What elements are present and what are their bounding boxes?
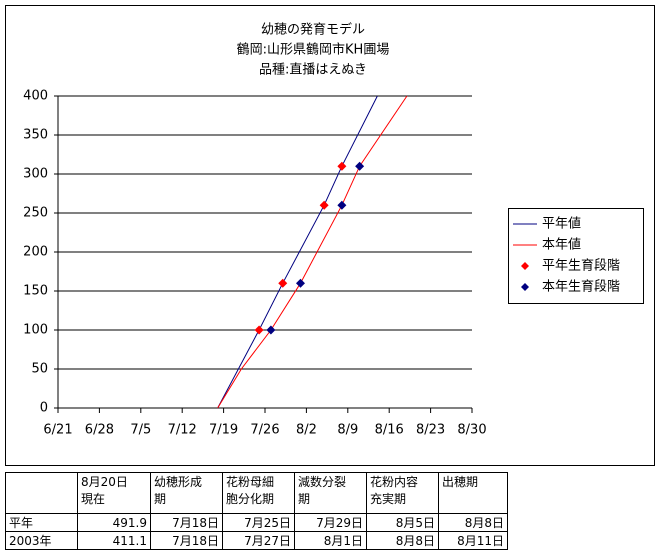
x-tick-label: 6/28 [85,423,114,438]
table-cell: 7月29日 [294,513,367,532]
marker [295,278,305,288]
legend-swatch [521,283,529,291]
table-cell: 8月1日 [294,531,367,550]
legend-swatch [521,262,529,270]
y-tick-label: 250 [23,206,48,221]
y-tick-label: 400 [23,89,48,104]
legend-label: 平年値 [542,216,581,232]
table-cell: 8月20日 現在 [77,472,151,514]
table-cell: 平年 [5,513,78,532]
line [217,95,378,409]
y-tick-label: 50 [31,362,48,377]
marker [254,325,264,335]
table-row: 8月20日 現在 幼穂形成 期花粉母細 胞分化期 減数分裂 期花粉内容 充実期 出穂期 [5,472,508,514]
data-table: 8月20日 現在 幼穂形成 期花粉母細 胞分化期 減数分裂 期花粉内容 充実期 出穂期… [5,472,508,550]
x-tick-label: 8/30 [457,423,486,438]
marker [278,278,288,288]
x-tick-label: 7/5 [130,423,151,438]
x-tick-label: 7/19 [209,423,238,438]
table-row: 平年 491.9 7月18日 7月25日 7月29日 8月5日 8月8日 [5,513,508,532]
table-cell: 8月8日 [366,531,439,550]
x-tick-label: 8/9 [337,423,358,438]
y-tick-label: 150 [23,284,48,299]
table-row: 2003年 411.1 7月18日 7月27日 8月1日 8月8日 8月11日 [5,531,508,550]
y-tick-label: 200 [23,245,48,260]
y-tick-label: 0 [40,401,48,416]
table-cell: 幼穂形成 期 [150,472,223,514]
table-cell: 7月18日 [150,531,223,550]
x-tick-label: 8/2 [296,423,317,438]
table-cell: 491.9 [77,513,151,532]
x-tick-label: 6/21 [43,423,72,438]
marker [337,200,347,210]
legend-label: 本年値 [542,237,581,253]
x-tick-label: 8/23 [416,423,445,438]
table-cell: 8月8日 [438,513,508,532]
y-tick-label: 100 [23,323,48,338]
table-cell: 7月18日 [150,513,223,532]
chart-title: 鶴岡:山形県鶴岡市KH圃場 [237,42,390,58]
legend-label: 平年生育段階 [542,258,620,274]
table-cell: 花粉内容 充実期 [366,472,439,514]
table-cell: 411.1 [77,531,151,550]
chart-title: 品種:直播はえぬき [259,62,367,78]
legend-label: 本年生育段階 [542,279,620,295]
x-tick-label: 8/16 [375,423,404,438]
marker [266,325,276,335]
chart-title: 幼穂の発育モデル [261,22,365,38]
table-cell: 出穂期 [438,472,508,514]
x-tick-label: 7/12 [168,423,197,438]
y-tick-label: 300 [23,167,48,182]
marker [337,161,347,171]
table-cell: 2003年 [5,531,78,550]
table-cell: 7月25日 [222,513,295,532]
table-cell: 8月11日 [438,531,508,550]
table-cell: 7月27日 [222,531,295,550]
table-cell: 8月5日 [366,513,439,532]
x-tick-label: 7/26 [250,423,279,438]
table-cell: 減数分裂 期 [294,472,367,514]
marker [319,200,329,210]
y-tick-label: 350 [23,128,48,143]
table-cell [5,472,78,514]
marker [355,161,365,171]
table-cell: 花粉母細 胞分化期 [222,472,295,514]
